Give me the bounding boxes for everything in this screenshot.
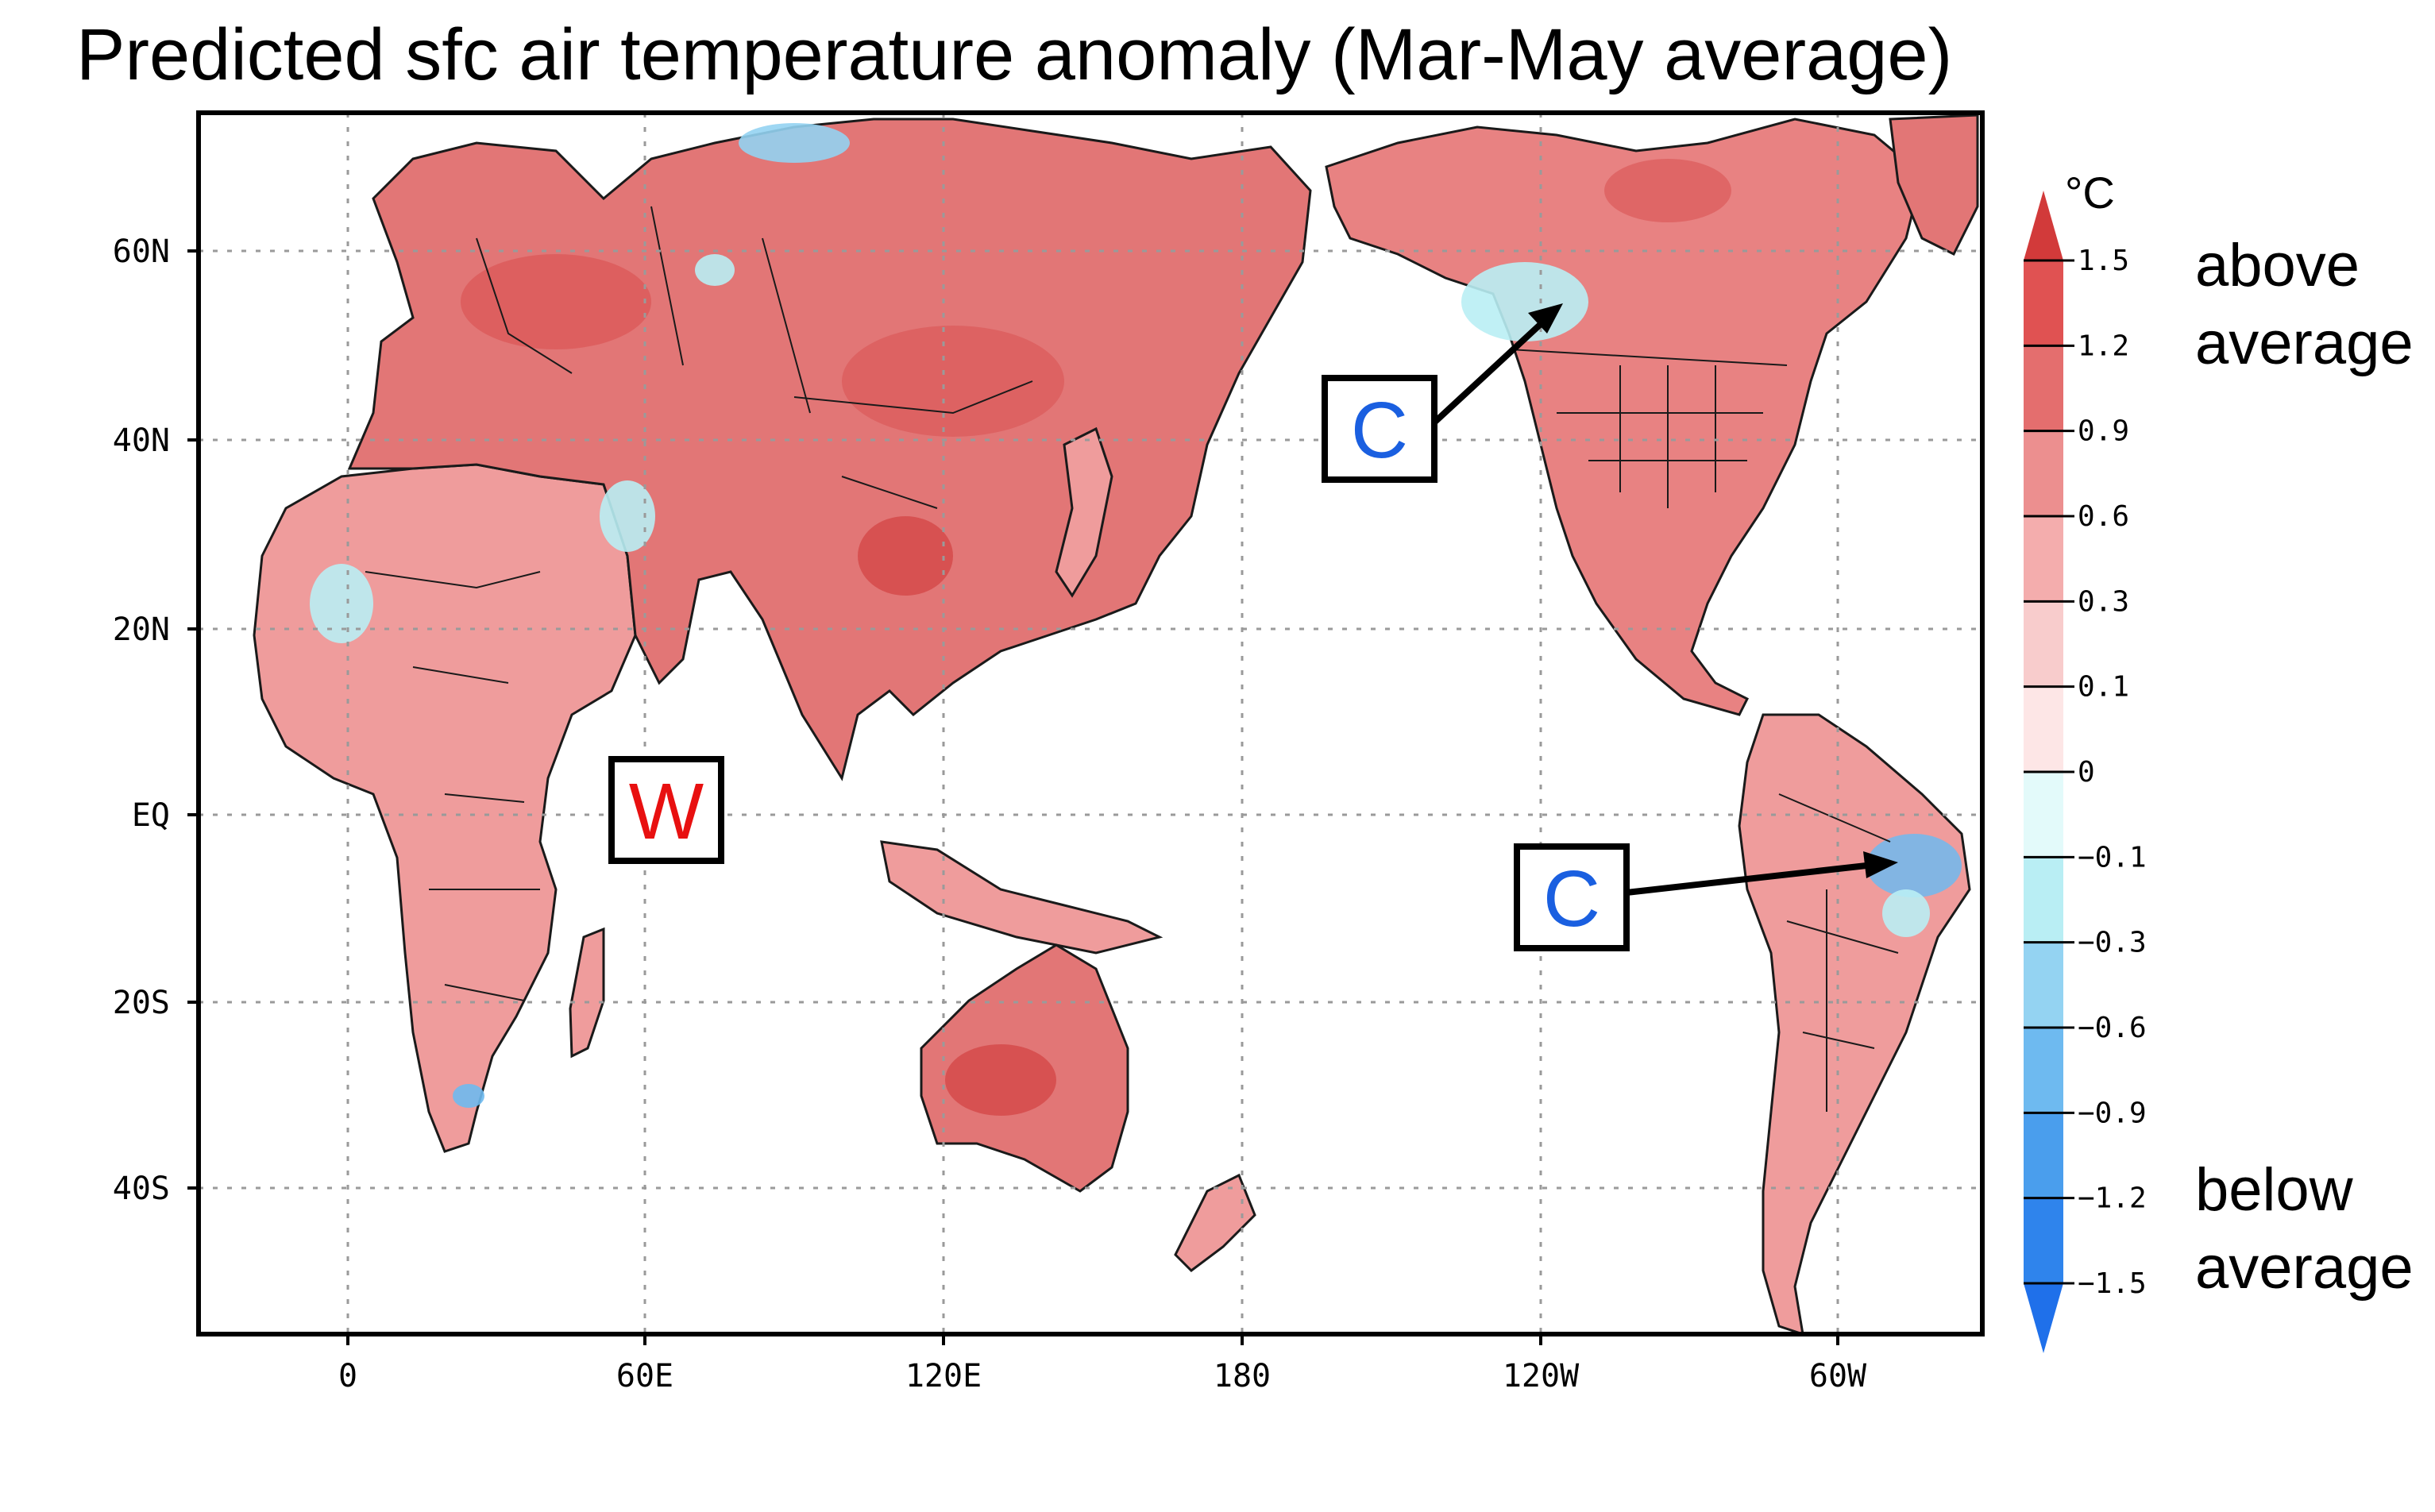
callout-label-w: W	[629, 767, 704, 856]
political-borders	[365, 206, 1899, 1112]
callout-box	[1322, 375, 1437, 483]
colorbar-tick-label: −0.6	[2078, 1012, 2147, 1044]
canada-warm-patch	[1604, 159, 1731, 222]
colorbar-unit: °C	[2065, 168, 2115, 218]
china-warm-patch	[858, 516, 953, 596]
callout-label-c: C	[1351, 386, 1408, 475]
axis-ticks	[187, 249, 1839, 1345]
colorbar-tick-labels: 1.5 1.2 0.9 0.6 0.3 0.1 0 −0.1 −0.3 −0.6 −0.9 −1.2 −…	[2024, 245, 2147, 1300]
latitude-labels: 60N 40N 20N EQ 20S 40S	[113, 233, 170, 1207]
map-panel: 60N 40N 20N EQ 20S 40S 0 60E 120E 180 12…	[113, 110, 1985, 1394]
lat-label-20s: 20S	[113, 985, 170, 1021]
callout-cool-brazil: C	[1514, 843, 1898, 951]
lat-label-40n: 40N	[113, 422, 170, 459]
colorbar-swatches	[2024, 191, 2063, 1353]
southamerica-borders	[1778, 793, 1899, 1112]
colorbar-swatch	[2024, 1028, 2063, 1114]
middleeast-cool-patch	[600, 480, 655, 552]
below-average-line1: below	[2195, 1156, 2354, 1224]
colorbar-tick-label: 0.6	[2078, 500, 2129, 533]
callout-arrow-line	[1432, 322, 1543, 425]
colorbar-tick-label: 0	[2078, 756, 2095, 789]
colorbar-swatch	[2024, 345, 2063, 432]
japan-landmass	[1055, 426, 1113, 598]
centralasia-cool-patch	[695, 254, 735, 286]
colorbar-tick-label: −0.3	[2078, 927, 2147, 959]
arrowhead-icon	[1863, 851, 1898, 878]
lon-label-120w: 120W	[1503, 1358, 1580, 1394]
callout-warm-indian-ocean: W	[608, 756, 724, 864]
colorbar-overflow-high	[2024, 191, 2063, 260]
colorbar-swatch	[2024, 516, 2063, 603]
maritime-continent	[880, 840, 1163, 955]
lon-label-120e: 120E	[905, 1358, 982, 1394]
colorbar-tick-label: 0.9	[2078, 415, 2129, 448]
eastasia-warm-patch	[842, 326, 1064, 437]
anomaly-patches	[310, 123, 1962, 1116]
colorbar-tick-label: −0.9	[2078, 1097, 2147, 1129]
above-average-line2: average	[2195, 310, 2414, 377]
africa-borders	[365, 571, 541, 1001]
brazil-cool-patch	[1882, 889, 1930, 937]
lon-label-0: 0	[338, 1358, 357, 1394]
callout-box	[1514, 843, 1630, 951]
colorbar-tick-label: −1.2	[2078, 1182, 2147, 1215]
callout-label-c: C	[1543, 854, 1600, 943]
above-average-line1: above	[2195, 232, 2360, 299]
colorbar-tick-label: −0.1	[2078, 841, 2147, 874]
colorbar-swatch	[2024, 857, 2063, 943]
lat-label-20n: 20N	[113, 611, 170, 648]
longitude-labels: 0 60E 120E 180 120W 60W	[338, 1358, 1867, 1394]
australia-warm-patch	[945, 1044, 1056, 1116]
callout-box	[608, 756, 724, 864]
colorbar-legend: °C 1.5 1.2 0.9 0.6 0.3 0.1 0 −0.1 −0.3 −0.6 −0.9 −1…	[2024, 168, 2147, 1353]
europe-warm-patch	[461, 254, 651, 349]
new-zealand-landmass	[1174, 1173, 1256, 1272]
arrowhead-icon	[1528, 303, 1563, 334]
colorbar-tick-label: 1.5	[2078, 245, 2129, 277]
callout-arrow-line	[1626, 862, 1867, 896]
southafrica-cool-patch	[453, 1084, 484, 1108]
below-average-line2: average	[2195, 1234, 2414, 1302]
colorbar-swatch	[2024, 1113, 2063, 1199]
figure-title: Predicted sfc air temperature anomaly (M…	[76, 14, 1952, 95]
colorbar-swatch	[2024, 601, 2063, 688]
colorbar-tick-label: 1.2	[2078, 330, 2129, 362]
colorbar-swatch	[2024, 942, 2063, 1028]
colorbar-swatch	[2024, 772, 2063, 858]
colorbar-tick-label: 0.3	[2078, 585, 2129, 618]
lat-label-40s: 40S	[113, 1171, 170, 1207]
colorbar-swatch	[2024, 1198, 2063, 1284]
madagascar-landmass	[569, 927, 605, 1059]
colorbar-overflow-low	[2024, 1283, 2063, 1353]
westcanada-cool-patch	[1461, 262, 1588, 341]
lat-label-60n: 60N	[113, 233, 170, 270]
colorbar-swatch	[2024, 430, 2063, 517]
lon-label-60e: 60E	[616, 1358, 673, 1394]
colorbar-tick-label: 0.1	[2078, 671, 2129, 704]
westafrica-cool-patch	[310, 564, 373, 643]
brazil-cold-patch	[1866, 834, 1962, 897]
eurasia-borders	[476, 206, 1033, 509]
siberia-cool-patch	[739, 123, 850, 163]
lon-label-60w: 60W	[1809, 1358, 1867, 1394]
callout-cool-north-america: C	[1322, 303, 1563, 483]
lon-label-180: 180	[1214, 1358, 1271, 1394]
colorbar-tick-label: −1.5	[2078, 1267, 2147, 1300]
lat-label-eq: EQ	[132, 797, 170, 834]
northamerica-borders	[1508, 349, 1788, 508]
colorbar-swatch	[2024, 260, 2063, 347]
map-frame	[196, 110, 1985, 1336]
colorbar-swatch	[2024, 686, 2063, 773]
